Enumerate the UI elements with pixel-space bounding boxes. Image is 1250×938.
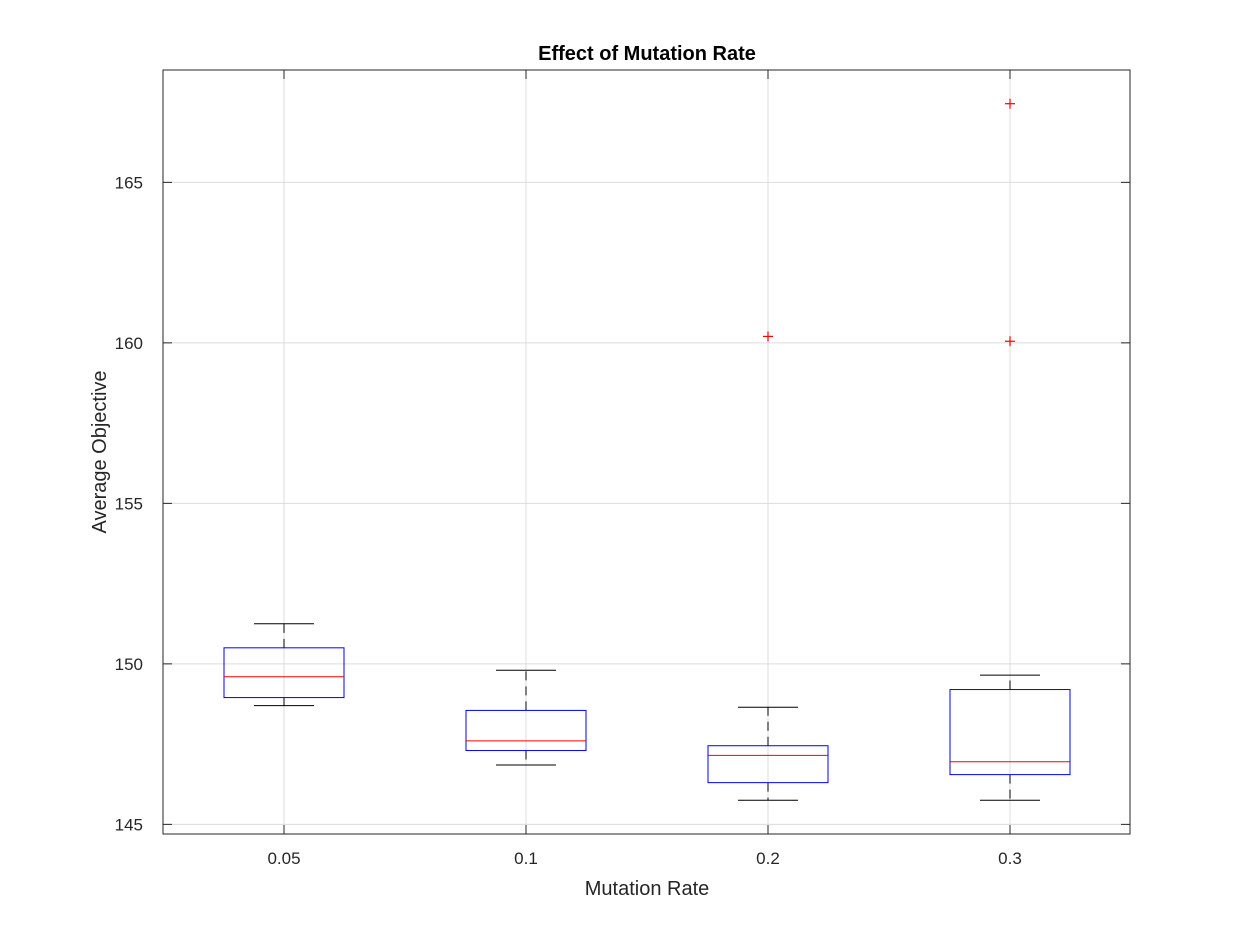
outlier-marker: [1005, 336, 1015, 347]
box-group-0.2: [707, 331, 829, 801]
y-tick-label: 150: [115, 655, 143, 674]
outlier-marker: [763, 331, 773, 342]
iqr-box: [223, 647, 345, 699]
x-axis-label: Mutation Rate: [585, 878, 710, 900]
outlier-marker: [1005, 98, 1015, 109]
y-tick-label: 165: [115, 173, 143, 192]
box-group-0.05: [223, 623, 345, 707]
y-axis-label: Average Objective: [89, 370, 111, 533]
boxes-layer: [223, 98, 1071, 801]
x-tick-label: 0.2: [756, 849, 780, 868]
chart-title: Effect of Mutation Rate: [538, 43, 756, 65]
ticks-layer: 145 150 155 160 165 0.05 0.1 0.2 0.3: [115, 70, 1130, 868]
iqr-box: [465, 709, 587, 752]
iqr-box: [707, 745, 829, 784]
x-tick-label: 0.1: [514, 849, 538, 868]
axes-frame: [162, 69, 1131, 835]
box-group-0.1: [465, 669, 587, 766]
y-tick-label: 145: [115, 815, 143, 834]
y-tick-label: 155: [115, 494, 143, 513]
grid-layer: [163, 70, 1130, 834]
box-group-0.3: [949, 98, 1071, 801]
iqr-box: [949, 689, 1071, 776]
x-tick-label: 0.05: [267, 849, 300, 868]
x-tick-label: 0.3: [998, 849, 1022, 868]
y-tick-label: 160: [115, 334, 143, 353]
